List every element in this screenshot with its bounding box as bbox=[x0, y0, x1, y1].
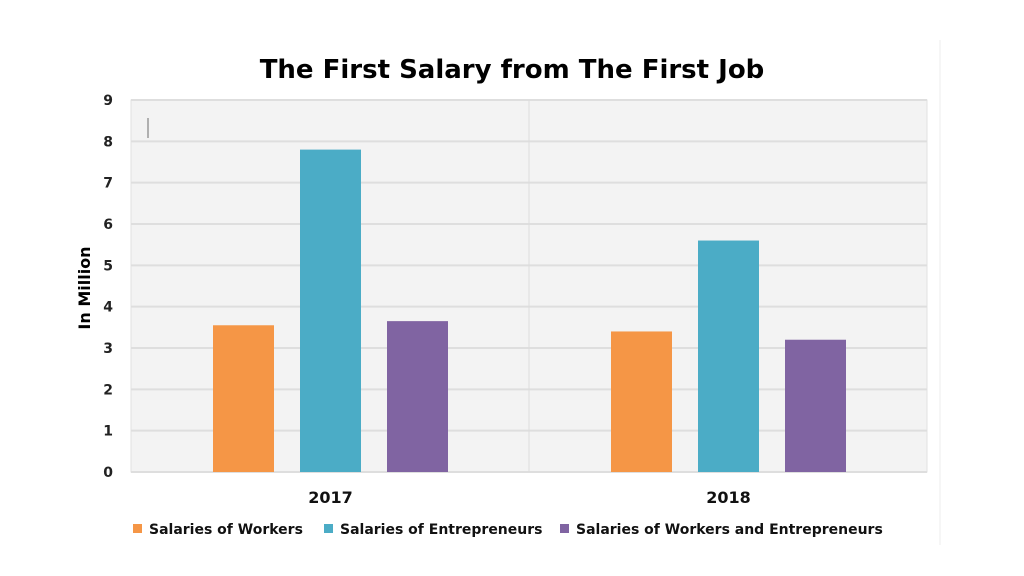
y-tick-label: 3 bbox=[103, 341, 113, 357]
legend-label: Salaries of Entrepreneurs bbox=[340, 522, 542, 538]
x-axis-labels: 2017 2018 bbox=[308, 488, 751, 507]
y-axis-ticks: 0 1 2 3 4 5 6 7 8 9 bbox=[103, 93, 113, 481]
legend: Salaries of Workers Salaries of Entrepren… bbox=[133, 522, 883, 538]
y-tick-label: 2 bbox=[103, 382, 113, 398]
y-axis-label: In Million bbox=[75, 246, 94, 329]
bar-2017-2 bbox=[387, 321, 448, 472]
legend-label: Salaries of Workers bbox=[149, 522, 303, 538]
legend-swatch bbox=[324, 524, 333, 533]
y-tick-label: 8 bbox=[103, 134, 113, 150]
y-tick-label: 9 bbox=[103, 93, 113, 109]
y-tick-label: 5 bbox=[103, 258, 113, 274]
y-tick-label: 7 bbox=[103, 176, 113, 192]
bar-2018-1 bbox=[698, 240, 759, 472]
y-tick-label: 1 bbox=[103, 424, 113, 440]
legend-swatch bbox=[560, 524, 569, 533]
y-tick-label: 0 bbox=[103, 465, 113, 481]
bar-2018-2 bbox=[785, 339, 846, 472]
bars bbox=[213, 149, 846, 472]
legend-label: Salaries of Workers and Entrepreneurs bbox=[576, 522, 883, 538]
legend-swatch bbox=[133, 524, 142, 533]
bar-2018-0 bbox=[611, 331, 672, 472]
x-tick-label: 2018 bbox=[706, 488, 751, 507]
chart-title: The First Salary from The First Job bbox=[260, 55, 765, 85]
bar-2017-1 bbox=[300, 149, 361, 472]
bar-2017-0 bbox=[213, 325, 274, 472]
y-tick-label: 4 bbox=[103, 300, 113, 316]
y-tick-label: 6 bbox=[103, 217, 113, 233]
x-tick-label: 2017 bbox=[308, 488, 353, 507]
